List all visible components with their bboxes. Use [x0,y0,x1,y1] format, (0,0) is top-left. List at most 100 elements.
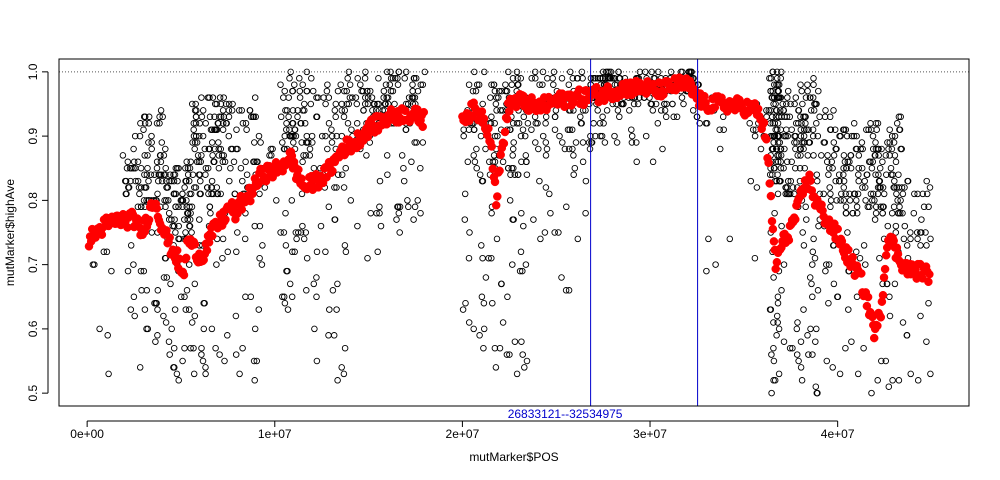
data-point [808,280,815,288]
data-point [282,242,290,249]
data-point [400,177,408,185]
data-point [337,81,344,88]
data-point [172,229,179,236]
data-point [649,158,657,166]
data-point [872,203,880,211]
data-point [324,145,331,153]
data-point [279,293,286,301]
data-point [184,209,192,217]
data-point [854,370,862,378]
data-point [217,113,225,121]
data-point [773,312,781,320]
data-point [797,113,804,121]
data-point [880,203,887,211]
data-point [800,132,808,140]
data-point [771,132,779,140]
data-point [509,152,516,159]
data-point [920,203,928,211]
data-point [889,377,896,384]
data-point [874,120,882,127]
x-tick-label: 2e+07 [446,427,480,441]
smoothed-point [876,313,886,322]
data-point [340,113,348,121]
data-point [776,139,784,146]
data-point [810,235,817,243]
data-point [96,325,103,333]
data-point [827,197,835,204]
data-point [464,158,472,166]
data-point [775,370,783,378]
data-point [141,152,148,159]
data-point [377,222,385,230]
data-point [776,107,784,114]
data-point [813,171,821,178]
data-point [551,229,558,236]
data-point [904,177,912,185]
data-point [313,293,320,301]
data-point [307,100,315,108]
data-point [460,132,467,140]
data-point [842,190,849,198]
data-point [277,113,285,121]
data-point [394,81,402,88]
data-point [565,145,573,153]
data-point [813,325,820,333]
data-point [775,325,783,333]
data-point [333,306,340,313]
data-point [642,68,649,76]
data-point [344,75,351,82]
points-layer [89,68,934,397]
data-point [191,312,199,320]
data-point [765,107,773,114]
data-point [879,209,886,217]
data-point [325,94,333,101]
data-point [471,68,478,76]
data-point [141,120,149,127]
data-point [281,87,288,95]
data-point [493,107,500,114]
data-point [182,177,189,185]
data-point [256,254,263,262]
data-point [771,94,778,101]
data-point [840,197,848,204]
smoothed-point [863,292,873,302]
data-point [628,139,636,146]
data-point [266,152,273,159]
data-point [801,164,808,172]
data-point [280,293,288,301]
data-point [796,164,804,172]
data-point [199,357,207,365]
data-point [289,87,297,95]
data-point [243,126,250,133]
data-point [208,139,216,146]
data-point [193,107,200,114]
data-point [879,184,887,191]
data-point [778,222,785,230]
data-point [142,184,150,191]
data-point [563,203,570,211]
data-point [236,370,243,378]
data-point [331,107,339,114]
data-point [398,152,406,159]
data-point [182,164,189,172]
data-point [914,235,921,243]
data-point [832,177,839,185]
data-point [884,222,892,230]
data-point [868,164,876,172]
data-point [657,107,665,114]
data-point [795,120,802,127]
data-point [768,351,775,358]
data-point [779,100,786,108]
data-point [518,209,525,217]
data-point [130,261,137,268]
data-point [128,164,135,172]
data-point [509,216,516,223]
data-point [177,293,185,301]
data-point [134,177,142,185]
data-point [777,164,785,172]
data-point [251,94,259,101]
data-point [771,81,778,88]
data-point [528,126,535,133]
data-point [568,126,576,133]
data-point [558,274,565,281]
